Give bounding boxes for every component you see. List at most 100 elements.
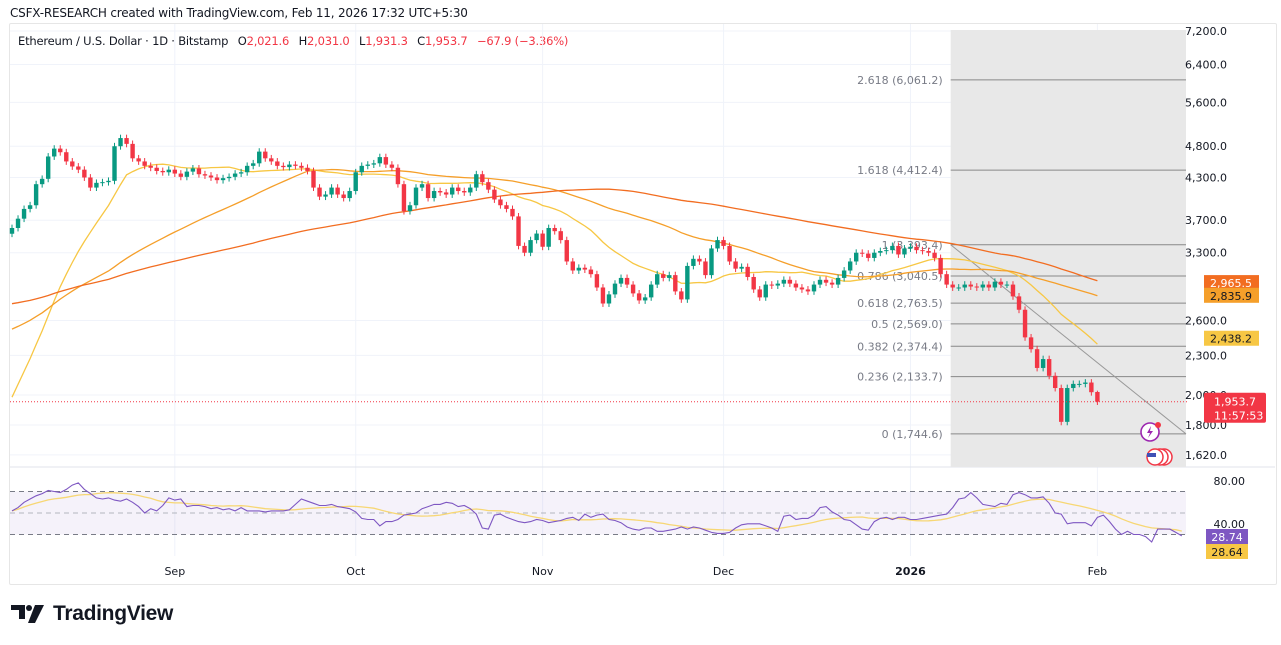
candle-body [275, 161, 280, 166]
candle-body [697, 258, 702, 262]
candle-body [202, 174, 208, 176]
price-tick-label: 1,620.0 [1185, 449, 1227, 462]
candle [365, 161, 370, 170]
candle [1034, 345, 1040, 372]
candle-body [612, 283, 618, 295]
candle [480, 170, 485, 186]
fib-level-label: 0 (1,744.6) [882, 428, 943, 441]
candle [528, 236, 533, 257]
price-tick-label: 4,300.0 [1185, 171, 1227, 184]
candle-body [817, 279, 823, 285]
symbol-name[interactable]: Ethereum / U.S. Dollar · 1D · Bitstamp [18, 34, 229, 48]
candle [926, 247, 931, 257]
candle [860, 249, 865, 258]
candles [9, 134, 1100, 426]
candle [618, 274, 624, 288]
candle-body [781, 279, 787, 284]
low-value: 1,931.3 [365, 34, 408, 48]
candle-body [1052, 375, 1058, 389]
candle [293, 161, 298, 170]
candle-body [281, 165, 286, 168]
candle [305, 164, 310, 175]
candle [251, 159, 256, 170]
candle-body [498, 199, 503, 206]
us-flag-canton [1147, 453, 1156, 457]
tradingview-logo[interactable]: TradingView [11, 602, 173, 626]
candle-body [932, 252, 937, 258]
fib-level-label: 1.618 (4,412.4) [857, 164, 943, 177]
candle-body [1046, 359, 1052, 376]
candle [335, 184, 340, 198]
candle [673, 271, 678, 295]
candle [184, 168, 190, 181]
candle-body [1022, 309, 1028, 338]
candle [636, 290, 642, 304]
candle-body [401, 184, 407, 212]
time-tick-label: 2026 [895, 565, 926, 578]
candle [281, 162, 286, 171]
candle-body [968, 284, 973, 287]
countdown-text: 11:57:53 [1214, 410, 1263, 423]
candle-body [914, 246, 919, 251]
candle [956, 284, 961, 291]
rsi-badge-text: 28.74 [1211, 531, 1243, 544]
candle-body [1065, 388, 1070, 422]
candle-body [558, 231, 563, 241]
change-value: −67.9 (−3.36%) [476, 34, 569, 48]
candle [462, 187, 467, 196]
candle [76, 163, 81, 174]
rsi-badge [1206, 529, 1248, 544]
candle [275, 158, 280, 170]
candle-body [630, 284, 636, 294]
candle [371, 159, 376, 169]
candle-body [238, 172, 244, 174]
candle [685, 262, 690, 303]
candle [58, 145, 63, 156]
candle [890, 242, 895, 254]
candle [974, 283, 979, 291]
candle-body [829, 282, 835, 285]
candle [588, 266, 594, 278]
candle-body [667, 275, 672, 278]
candle-body [624, 277, 630, 285]
candle [257, 148, 262, 167]
candle [214, 174, 220, 184]
candle-body [642, 297, 648, 301]
candle [1004, 281, 1010, 289]
candle [854, 249, 859, 265]
candle-body [305, 167, 310, 171]
candle-body [293, 164, 298, 166]
candle-body [890, 245, 895, 251]
candle [136, 154, 141, 165]
candle [1010, 281, 1016, 300]
ma-slow-badge-text: 2,965.5 [1210, 277, 1252, 290]
candle-body [76, 166, 81, 170]
open-value: 2,021.6 [246, 34, 290, 48]
candle [805, 286, 811, 295]
candle-body [70, 161, 75, 167]
candle-body [594, 274, 600, 288]
candle [679, 288, 684, 303]
candle-body [407, 205, 413, 212]
candle-body [564, 240, 569, 262]
candle-body [739, 266, 744, 269]
candle-body [860, 252, 865, 254]
candle-body [480, 174, 485, 183]
fib-trend-line [950, 244, 1187, 435]
candle [968, 281, 973, 290]
candle [1089, 379, 1094, 396]
candle [39, 175, 45, 188]
candle [359, 162, 364, 176]
candle [443, 189, 449, 198]
candle [395, 164, 401, 188]
candle-body [58, 148, 63, 153]
candle-body [1034, 349, 1040, 368]
candle [534, 230, 539, 244]
candle-body [920, 250, 925, 252]
symbol-legend: Ethereum / U.S. Dollar · 1D · Bitstamp O… [18, 34, 568, 48]
tradingview-logo-icon [11, 605, 44, 623]
rsi-ma-line [11, 492, 1182, 532]
ma-slow-line [11, 188, 1098, 305]
